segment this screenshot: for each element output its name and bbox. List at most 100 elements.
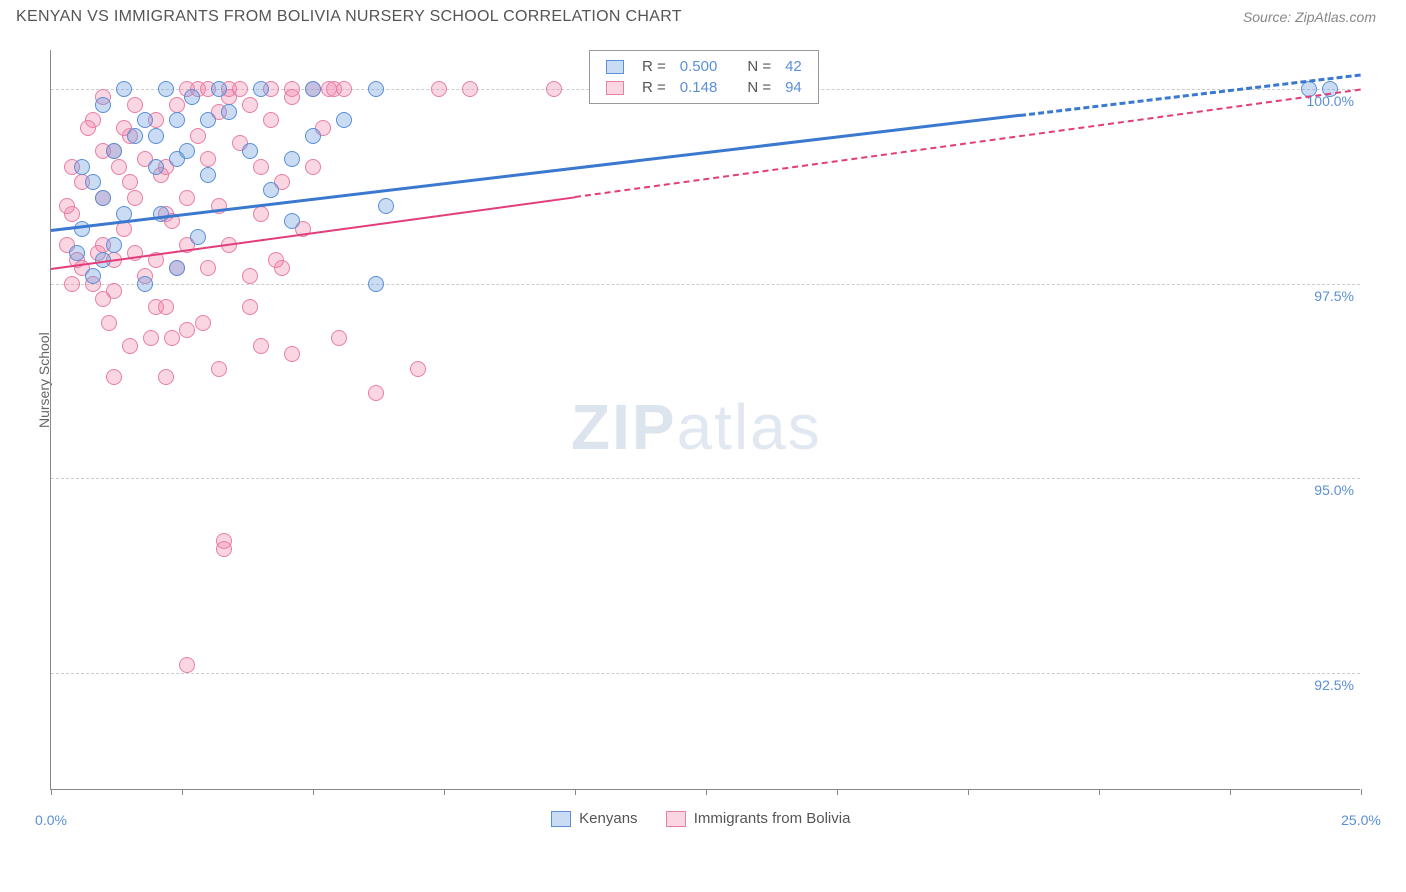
scatter-point bbox=[263, 112, 279, 128]
scatter-point bbox=[116, 81, 132, 97]
scatter-point bbox=[74, 159, 90, 175]
scatter-point bbox=[336, 81, 352, 97]
scatter-point bbox=[148, 159, 164, 175]
scatter-point bbox=[368, 81, 384, 97]
scatter-point bbox=[253, 81, 269, 97]
scatter-point bbox=[284, 213, 300, 229]
scatter-point bbox=[263, 182, 279, 198]
x-tick bbox=[1361, 789, 1362, 795]
legend-item: Immigrants from Bolivia bbox=[666, 810, 851, 827]
scatter-point bbox=[143, 330, 159, 346]
scatter-point bbox=[242, 268, 258, 284]
scatter-point bbox=[190, 229, 206, 245]
y-tick-label: 92.5% bbox=[1314, 677, 1354, 693]
scatter-point bbox=[190, 128, 206, 144]
scatter-point bbox=[122, 338, 138, 354]
legend-swatch bbox=[606, 81, 624, 95]
y-tick-label: 95.0% bbox=[1314, 482, 1354, 498]
legend-item: Kenyans bbox=[551, 810, 638, 827]
scatter-point bbox=[95, 97, 111, 113]
legend-r-label: R = bbox=[636, 78, 672, 97]
scatter-point bbox=[368, 385, 384, 401]
scatter-point bbox=[127, 128, 143, 144]
scatter-point bbox=[179, 190, 195, 206]
scatter-point bbox=[122, 174, 138, 190]
legend-swatch bbox=[666, 811, 686, 827]
watermark-light: atlas bbox=[677, 391, 822, 463]
scatter-point bbox=[158, 81, 174, 97]
x-tick bbox=[444, 789, 445, 795]
scatter-point bbox=[211, 81, 227, 97]
scatter-point bbox=[179, 143, 195, 159]
scatter-point bbox=[268, 252, 284, 268]
scatter-point bbox=[59, 198, 75, 214]
scatter-point bbox=[85, 268, 101, 284]
legend-n-value: 94 bbox=[779, 78, 808, 97]
scatter-point bbox=[253, 206, 269, 222]
scatter-point bbox=[200, 167, 216, 183]
legend-swatch bbox=[551, 811, 571, 827]
scatter-point bbox=[95, 190, 111, 206]
scatter-point bbox=[137, 276, 153, 292]
scatter-point bbox=[106, 283, 122, 299]
scatter-point bbox=[164, 330, 180, 346]
x-tick bbox=[51, 789, 52, 795]
scatter-point bbox=[462, 81, 478, 97]
scatter-point bbox=[137, 112, 153, 128]
scatter-point bbox=[184, 89, 200, 105]
scatter-point bbox=[211, 361, 227, 377]
scatter-point bbox=[80, 120, 96, 136]
scatter-point bbox=[431, 81, 447, 97]
legend-label: Kenyans bbox=[579, 810, 637, 827]
scatter-point bbox=[106, 237, 122, 253]
scatter-point bbox=[242, 143, 258, 159]
scatter-point bbox=[85, 174, 101, 190]
scatter-point bbox=[195, 315, 211, 331]
scatter-point bbox=[253, 338, 269, 354]
gridline-h bbox=[51, 284, 1360, 285]
scatter-point bbox=[305, 128, 321, 144]
scatter-point bbox=[284, 89, 300, 105]
series-legend: Kenyans Immigrants from Bolivia bbox=[551, 810, 850, 827]
scatter-point bbox=[148, 128, 164, 144]
trend-line bbox=[575, 89, 1361, 198]
scatter-point bbox=[64, 276, 80, 292]
scatter-point bbox=[158, 299, 174, 315]
x-tick bbox=[1230, 789, 1231, 795]
scatter-point bbox=[216, 541, 232, 557]
scatter-point bbox=[106, 369, 122, 385]
scatter-point bbox=[101, 315, 117, 331]
scatter-point bbox=[546, 81, 562, 97]
watermark-bold: ZIP bbox=[571, 391, 677, 463]
scatter-point bbox=[127, 190, 143, 206]
x-tick-label: 0.0% bbox=[35, 812, 67, 828]
scatter-point bbox=[331, 330, 347, 346]
scatter-point bbox=[106, 143, 122, 159]
chart-title: KENYAN VS IMMIGRANTS FROM BOLIVIA NURSER… bbox=[16, 8, 682, 26]
scatter-point bbox=[179, 322, 195, 338]
scatter-point bbox=[321, 81, 337, 97]
chart-container: Nursery School ZIPatlas 92.5%95.0%97.5%1… bbox=[40, 30, 1396, 810]
legend-n-value: 42 bbox=[779, 57, 808, 76]
scatter-point bbox=[232, 81, 248, 97]
scatter-point bbox=[368, 276, 384, 292]
scatter-point bbox=[169, 260, 185, 276]
x-tick bbox=[182, 789, 183, 795]
scatter-point bbox=[169, 97, 185, 113]
scatter-point bbox=[305, 159, 321, 175]
scatter-point bbox=[336, 112, 352, 128]
legend-label: Immigrants from Bolivia bbox=[694, 810, 851, 827]
plot-area: ZIPatlas 92.5%95.0%97.5%100.0%0.0%25.0%R… bbox=[50, 50, 1360, 790]
legend-swatch bbox=[606, 60, 624, 74]
scatter-point bbox=[200, 260, 216, 276]
scatter-point bbox=[200, 151, 216, 167]
x-tick bbox=[575, 789, 576, 795]
x-tick bbox=[968, 789, 969, 795]
correlation-legend: R =0.500N =42R =0.148N =94 bbox=[589, 50, 819, 104]
source-attribution: Source: ZipAtlas.com bbox=[1243, 9, 1376, 25]
scatter-point bbox=[242, 299, 258, 315]
scatter-point bbox=[169, 112, 185, 128]
scatter-point bbox=[127, 97, 143, 113]
x-tick bbox=[837, 789, 838, 795]
y-tick-label: 97.5% bbox=[1314, 288, 1354, 304]
